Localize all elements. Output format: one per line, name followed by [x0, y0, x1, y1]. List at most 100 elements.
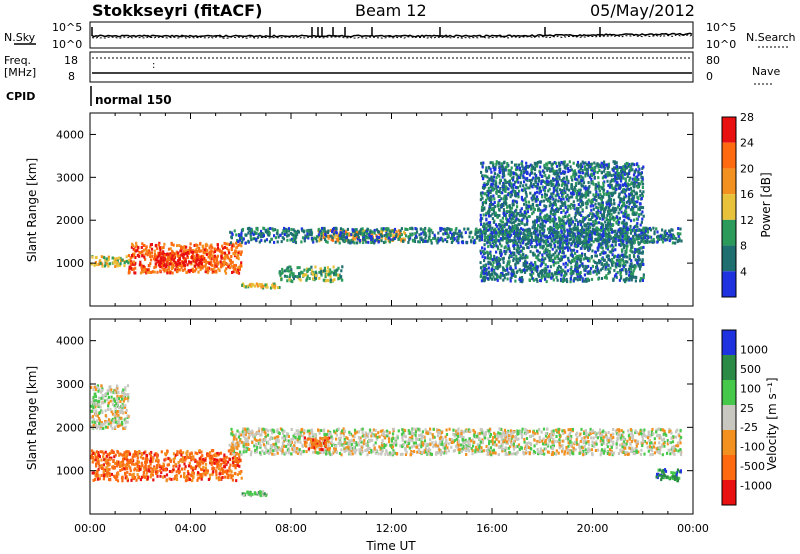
heatmap-cell [231, 264, 234, 268]
heatmap-cell [629, 242, 632, 246]
heatmap-cell [255, 282, 258, 286]
heatmap-cell [604, 163, 607, 167]
heatmap-cell [619, 198, 622, 202]
heatmap-cell [483, 278, 486, 282]
heatmap-cell [577, 244, 580, 247]
heatmap-cell [560, 226, 563, 230]
heatmap-cell [572, 257, 576, 261]
heatmap-cell [561, 189, 564, 192]
heatmap-cell [510, 233, 513, 237]
heatmap-cell [160, 256, 163, 260]
heatmap-cell [125, 255, 128, 259]
heatmap-cell [642, 237, 645, 241]
heatmap-cell [545, 280, 548, 284]
heatmap-cell [630, 168, 633, 172]
heatmap-cell [583, 217, 586, 221]
heatmap-cell [577, 241, 580, 245]
heatmap-cell [320, 271, 323, 275]
heatmap-cell [165, 268, 168, 272]
heatmap-cell [525, 192, 528, 196]
heatmap-cell [320, 234, 323, 238]
heatmap-cell [653, 230, 656, 234]
heatmap-cell [660, 237, 663, 241]
heatmap-cell [561, 249, 565, 253]
heatmap-cell [576, 160, 580, 164]
heatmap-cell [628, 254, 631, 257]
heatmap-cell [642, 226, 645, 230]
heatmap-cell [490, 245, 493, 249]
heatmap-cell [520, 195, 523, 199]
heatmap-cell [139, 260, 142, 264]
heatmap-cell [567, 179, 570, 183]
heatmap-cell [159, 248, 162, 252]
heatmap-cell [613, 160, 617, 164]
heatmap-cell [548, 251, 551, 255]
heatmap-cell [550, 202, 553, 206]
heatmap-cell [576, 178, 579, 182]
heatmap-cell [580, 220, 583, 224]
heatmap-cell [577, 207, 580, 211]
heatmap-cell [523, 180, 526, 184]
heatmap-cell [585, 168, 588, 172]
heatmap-cell [633, 170, 636, 174]
heatmap-cell [538, 191, 541, 195]
heatmap-cell [540, 276, 543, 280]
heatmap-cell [370, 241, 373, 244]
heatmap-cell [614, 185, 617, 189]
heatmap-cell [602, 192, 606, 196]
heatmap-cell [497, 203, 500, 207]
heatmap-cell [450, 228, 453, 232]
heatmap-cell [563, 240, 566, 244]
heatmap-cell [632, 241, 635, 245]
heatmap-cell [158, 251, 161, 255]
heatmap-cell [417, 240, 420, 244]
heatmap-cell [574, 244, 577, 248]
heatmap-cell [607, 272, 610, 275]
heatmap-cell [176, 259, 180, 263]
heatmap-cell [541, 238, 544, 242]
heatmap-cell [575, 261, 578, 265]
heatmap-cell [526, 235, 529, 239]
heatmap-cell [205, 249, 208, 253]
heatmap-cell [546, 163, 549, 167]
heatmap-cell [515, 260, 518, 263]
heatmap-cell [606, 238, 609, 242]
heatmap-cell [610, 179, 613, 183]
heatmap-cell [560, 179, 563, 183]
heatmap-cell [630, 229, 633, 233]
heatmap-cell [624, 237, 627, 241]
heatmap-cell [515, 254, 518, 258]
heatmap-cell [354, 228, 357, 232]
heatmap-cell [485, 226, 488, 230]
heatmap-cell [181, 246, 184, 250]
heatmap-cell [561, 244, 564, 248]
heatmap-cell [579, 211, 582, 215]
heatmap-cell [501, 220, 505, 224]
heatmap-cell [309, 230, 312, 234]
heatmap-cell [588, 236, 591, 240]
heatmap-cell [571, 270, 574, 273]
heatmap-cell [633, 177, 636, 181]
heatmap-cell [634, 258, 637, 262]
heatmap-cell [166, 255, 169, 259]
heatmap-cell [561, 236, 564, 240]
heatmap-cell [589, 218, 592, 222]
heatmap-cell [276, 286, 279, 289]
heatmap-cell [575, 237, 579, 241]
heatmap-cell [485, 193, 488, 197]
heatmap-cell [592, 214, 595, 218]
heatmap-cell [331, 236, 334, 240]
heatmap-cell [539, 202, 542, 206]
heatmap-cell [512, 175, 515, 179]
heatmap-cell [322, 278, 325, 282]
heatmap-cell [239, 243, 242, 247]
heatmap-cell [238, 236, 242, 240]
heatmap-cell [331, 238, 335, 242]
heatmap-cell [569, 228, 572, 232]
heatmap-cell [562, 215, 565, 219]
heatmap-cell [432, 237, 435, 240]
heatmap-cell [600, 262, 603, 266]
heatmap-cell [500, 250, 503, 254]
heatmap-cell [489, 206, 492, 210]
heatmap-cell [580, 184, 583, 188]
